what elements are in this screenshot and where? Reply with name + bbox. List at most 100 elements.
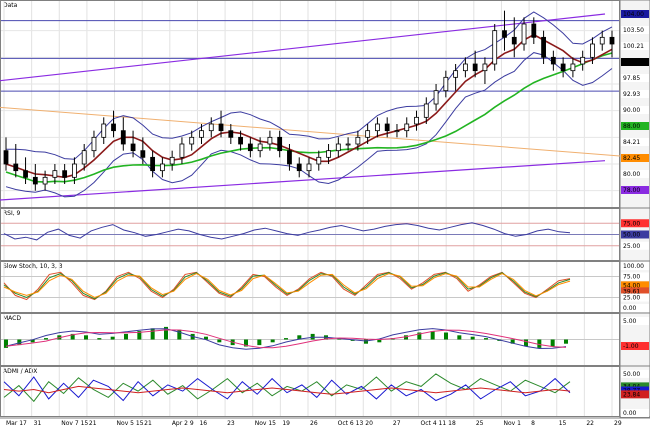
adx-tag	[621, 382, 649, 391]
candle-body	[3, 150, 9, 165]
candle	[13, 144, 19, 178]
candle-body	[423, 103, 429, 118]
macd-signal-line	[5, 329, 567, 349]
candle	[384, 117, 390, 138]
candle-body	[609, 36, 615, 45]
candle-body	[32, 176, 38, 185]
rsi-line	[3, 222, 571, 241]
candle	[365, 124, 371, 144]
candle-body	[42, 176, 48, 185]
macd-tag-label: 5.00	[623, 318, 637, 325]
rsi-tag	[621, 241, 649, 250]
candle	[550, 50, 556, 71]
macd-bar	[137, 331, 142, 340]
candle-body	[62, 170, 68, 178]
candle	[492, 24, 498, 71]
macd-bar	[164, 326, 168, 340]
candle	[159, 157, 165, 178]
candle-body	[550, 56, 556, 65]
price-tag	[621, 170, 649, 178]
adx-tag	[621, 409, 649, 417]
candle-body	[111, 123, 116, 132]
macd-bar	[110, 336, 115, 340]
rsi-tag	[621, 219, 649, 228]
price-tag-label: 92.93	[623, 91, 640, 98]
candle-body	[375, 123, 380, 132]
macd-bar	[430, 331, 435, 340]
candle	[189, 130, 195, 151]
candle	[62, 164, 68, 184]
candle	[3, 137, 9, 171]
candle-body	[433, 90, 439, 105]
candle-body	[502, 30, 507, 38]
candle-body	[541, 36, 546, 58]
candle	[433, 84, 439, 111]
candle	[150, 150, 156, 178]
candle	[326, 144, 331, 164]
candle-body	[228, 130, 234, 138]
panel-title: Data	[3, 2, 18, 9]
candle	[81, 144, 87, 171]
price-tag	[621, 74, 649, 82]
candle-body	[414, 116, 419, 125]
candle-body	[208, 123, 214, 132]
price-tag-label: 97.85	[623, 75, 640, 82]
candle-body	[179, 143, 185, 158]
candle-body	[257, 143, 263, 152]
macd-bar	[257, 339, 262, 346]
candle-body	[590, 43, 595, 58]
rsi-tag-label: 75.00	[623, 220, 640, 227]
candle-body	[580, 56, 586, 65]
candle-body	[13, 163, 19, 172]
macd-bar	[564, 339, 568, 344]
date-label: Nov 15	[255, 420, 276, 427]
stoch-tag	[621, 262, 649, 270]
price-tag-label: 80.00	[623, 171, 640, 178]
candle-body	[365, 130, 371, 138]
candle	[472, 50, 478, 78]
panel-frame	[0, 0, 620, 208]
candle	[404, 117, 410, 138]
stoch-tag-label: 54.00	[623, 282, 640, 289]
adx-tag-label: 50.00	[623, 371, 640, 378]
adx-tag	[621, 369, 649, 378]
candle	[179, 137, 185, 164]
candle	[414, 110, 419, 131]
date-label: Nov 1	[503, 420, 521, 427]
macd-bar	[4, 339, 8, 348]
macd-bar	[470, 336, 475, 340]
stoch-tag-label: 25.00	[623, 295, 640, 302]
candle-body	[482, 63, 488, 72]
candle-body	[150, 156, 156, 172]
candle	[228, 124, 234, 144]
candle-body	[81, 150, 87, 165]
date-label: 31	[34, 420, 42, 427]
candle	[462, 57, 468, 78]
candle-body	[326, 150, 331, 158]
candle-body	[492, 30, 498, 65]
candle	[111, 110, 116, 138]
candle-body	[335, 143, 341, 152]
date-label: 21	[144, 420, 152, 427]
candle	[130, 130, 136, 158]
candle-body	[443, 76, 449, 92]
date-label: Oct 6 13	[338, 420, 364, 427]
candle-body	[52, 170, 58, 178]
macd-bar	[550, 339, 555, 347]
candle	[590, 37, 595, 64]
price-tag	[621, 26, 649, 34]
date-label: Nov 7 15	[61, 420, 88, 427]
candle	[247, 137, 253, 158]
macd-bar	[350, 339, 355, 341]
macd-bar	[124, 333, 128, 340]
stoch-tag	[621, 287, 649, 296]
price-tag-label: 99.53	[623, 59, 640, 66]
price-tag-label: 104.00	[623, 11, 644, 18]
stoch-tag	[621, 304, 649, 312]
price-tag	[621, 154, 649, 162]
stoch-line	[3, 273, 571, 299]
date-label: 15	[559, 420, 567, 427]
candle	[345, 137, 351, 151]
price-tag	[621, 106, 649, 114]
date-label: 22	[586, 420, 594, 427]
